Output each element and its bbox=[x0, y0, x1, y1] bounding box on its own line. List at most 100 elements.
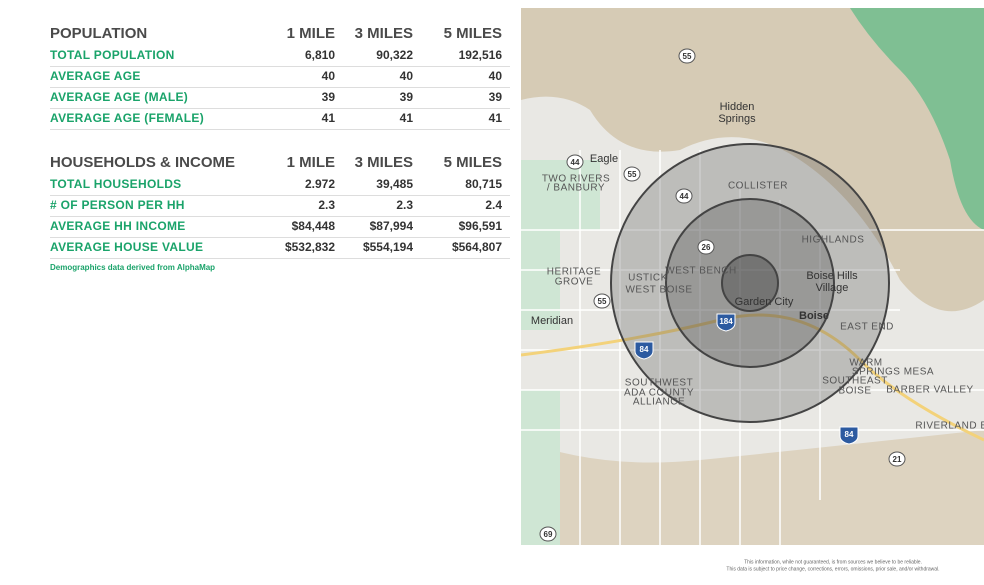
table-cell: 39,485 bbox=[376, 177, 413, 191]
map-label: Eagle bbox=[590, 153, 618, 165]
map-label: Springs bbox=[718, 113, 756, 125]
map-label: Hidden bbox=[720, 101, 755, 113]
table-cell: 2.972 bbox=[305, 177, 335, 191]
map-label: Boise Hills bbox=[806, 270, 858, 282]
map-label: GROVE bbox=[555, 277, 594, 288]
table-cell: 2.3 bbox=[318, 198, 335, 212]
table-cell: 41 bbox=[489, 111, 503, 125]
road-shield bbox=[566, 154, 584, 170]
table-cell: 39 bbox=[489, 90, 503, 104]
table-header: HOUSEHOLDS & INCOME bbox=[50, 154, 235, 171]
row-label: AVERAGE AGE bbox=[50, 69, 141, 83]
road-number: 84 bbox=[640, 345, 649, 354]
map-label: WEST BENCH bbox=[665, 266, 737, 277]
table-cell: 40 bbox=[489, 69, 503, 83]
map-label: Garden City bbox=[735, 296, 794, 308]
table-cell: 41 bbox=[322, 111, 336, 125]
map-label: SPRINGS MESA bbox=[852, 367, 934, 378]
table-cell: 41 bbox=[400, 111, 414, 125]
road-number: 55 bbox=[598, 297, 607, 306]
road-number: 184 bbox=[719, 317, 733, 326]
road-shield bbox=[539, 526, 557, 542]
table-cell: 6,810 bbox=[305, 48, 335, 62]
table-header: 1 MILE bbox=[287, 25, 335, 42]
table-header: 3 MILES bbox=[355, 154, 413, 171]
disclaimer: This information, while not guaranteed, … bbox=[744, 559, 922, 565]
freeway bbox=[521, 313, 984, 442]
map-label: HERITAGE bbox=[547, 267, 601, 278]
row-label: AVERAGE HH INCOME bbox=[50, 219, 186, 233]
map-label: HIGHLANDS bbox=[802, 235, 865, 246]
table-cell: 192,516 bbox=[459, 48, 503, 62]
table-cell: $87,994 bbox=[370, 219, 414, 233]
footnote: Demographics data derived from AlphaMap bbox=[50, 263, 215, 272]
road-shield bbox=[839, 426, 859, 445]
row-label: AVERAGE HOUSE VALUE bbox=[50, 240, 203, 254]
table-header: 5 MILES bbox=[444, 25, 502, 42]
road-shield bbox=[623, 166, 641, 182]
road-number: 55 bbox=[628, 170, 637, 179]
road-number: 21 bbox=[893, 455, 902, 464]
row-label: TOTAL HOUSEHOLDS bbox=[50, 177, 181, 191]
map-label: WARM bbox=[849, 358, 882, 369]
table-cell: $84,448 bbox=[292, 219, 336, 233]
map-label: SOUTHWEST bbox=[625, 378, 693, 389]
map-label: ADA COUNTY bbox=[624, 388, 694, 399]
road-shield bbox=[888, 451, 906, 467]
table-cell: 2.3 bbox=[396, 198, 413, 212]
forest bbox=[850, 8, 984, 230]
road-shield bbox=[697, 239, 715, 255]
table-cell: 39 bbox=[322, 90, 336, 104]
table-cell: 40 bbox=[400, 69, 414, 83]
map-label: BOISE bbox=[838, 386, 871, 397]
map-label: BARBER VALLEY bbox=[886, 385, 973, 396]
table-cell: $554,194 bbox=[363, 240, 413, 254]
table-header: 5 MILES bbox=[444, 154, 502, 171]
road-shield bbox=[678, 48, 696, 64]
road-number: 69 bbox=[544, 530, 553, 539]
terrain-south bbox=[521, 430, 984, 545]
table-header: 3 MILES bbox=[355, 25, 413, 42]
disclaimer: This data is subject to price change, co… bbox=[726, 566, 939, 572]
table-cell: $96,591 bbox=[459, 219, 503, 233]
map-label: / BANBURY bbox=[547, 183, 605, 194]
green-area bbox=[521, 390, 560, 545]
table-cell: 2.4 bbox=[485, 198, 502, 212]
road-shield bbox=[593, 293, 611, 309]
road-number: 55 bbox=[683, 52, 692, 61]
map-label: RIVERLAND EA bbox=[915, 421, 984, 432]
map-label: WEST BOISE bbox=[625, 285, 692, 296]
road-number: 44 bbox=[680, 192, 689, 201]
table-cell: 90,322 bbox=[376, 48, 413, 62]
map-label: Meridian bbox=[531, 315, 573, 327]
map-label: Village bbox=[816, 282, 849, 294]
terrain bbox=[521, 8, 984, 312]
road-number: 44 bbox=[571, 158, 580, 167]
radius-1-mile bbox=[721, 254, 779, 312]
map-label: SOUTHEAST bbox=[822, 376, 888, 387]
road-number: 84 bbox=[845, 430, 854, 439]
map-label: Boise bbox=[799, 310, 829, 322]
map-label: EAST END bbox=[840, 322, 894, 333]
row-label: TOTAL POPULATION bbox=[50, 48, 175, 62]
road-shield bbox=[716, 313, 736, 332]
table-cell: $532,832 bbox=[285, 240, 335, 254]
table-header: 1 MILE bbox=[287, 154, 335, 171]
map-label: TWO RIVERS bbox=[542, 174, 610, 185]
table-cell: 40 bbox=[322, 69, 336, 83]
road-shield bbox=[634, 341, 654, 360]
row-label: AVERAGE AGE (FEMALE) bbox=[50, 111, 204, 125]
road-number: 26 bbox=[702, 243, 711, 252]
row-label: # OF PERSON PER HH bbox=[50, 198, 185, 212]
table-header: POPULATION bbox=[50, 25, 147, 42]
table-cell: $564,807 bbox=[452, 240, 502, 254]
table-cell: 80,715 bbox=[465, 177, 502, 191]
road-shield bbox=[675, 188, 693, 204]
map-label: USTICK bbox=[628, 273, 668, 284]
map-label: COLLISTER bbox=[728, 181, 788, 192]
row-label: AVERAGE AGE (MALE) bbox=[50, 90, 188, 104]
map-label: ALLIANCE bbox=[633, 397, 685, 408]
table-cell: 39 bbox=[400, 90, 414, 104]
